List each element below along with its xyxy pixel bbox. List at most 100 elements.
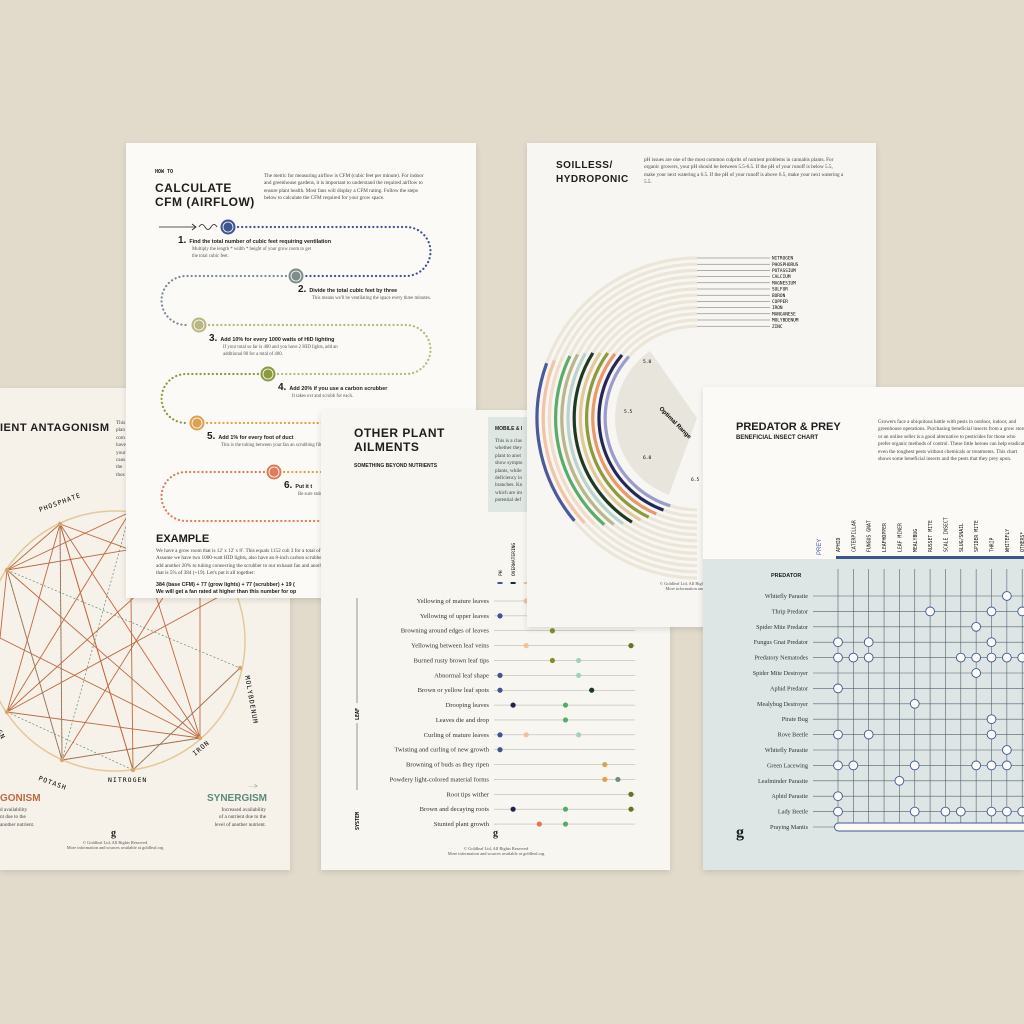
ailment-dot (510, 702, 516, 708)
footer: © Goldleaf Ltd, All Rights Reserved More … (50, 840, 180, 850)
sidebar-line: which are im (495, 489, 523, 496)
ailment-dot (615, 776, 621, 783)
step-description: It takes ext and scrubb for each. (292, 394, 354, 399)
arrow-head-icon (191, 223, 197, 231)
nutrient-node (130, 767, 136, 773)
prey-label: WHITEFLY (1005, 529, 1011, 552)
chart-background (703, 559, 1024, 870)
ailment-dot (523, 732, 529, 738)
title-line: OTHER PLANT (354, 426, 445, 440)
predator-label: Lady Beetle (778, 809, 808, 816)
step-title-text: Add 20% if you use a carbon scrubber (289, 386, 388, 392)
title-line: HYDROPONIC (556, 174, 629, 185)
intro-line: the (116, 464, 123, 471)
antagonism-edge (6, 569, 201, 739)
footer: © Goldleaf Ltd, All Rights Reserved More … (627, 581, 757, 591)
prey-label: FUNGUS GNAT (867, 520, 873, 552)
prey-match-dot (1017, 652, 1024, 663)
goldleaf-logo: g (493, 828, 498, 839)
intro-line: This (116, 420, 126, 426)
cfm-step: 4. Add 20% if you use a carbon scrubber It… (278, 382, 463, 400)
legend-line: Increased availability (221, 807, 266, 813)
step-number: 1. (178, 235, 187, 246)
step-number: 3. (209, 333, 218, 344)
predator-label: Thrip Predator (772, 608, 808, 615)
prey-label: THRIP (990, 537, 996, 552)
footer-line: © Goldleaf Ltd, All Rights Reserved (82, 840, 148, 845)
optimal-range-area (615, 350, 697, 496)
nutrient-label: MANGANESE (772, 311, 796, 317)
ailment-dot (536, 821, 542, 827)
ph-label: 6.5 (691, 477, 700, 483)
all-prey-bar (834, 822, 1024, 832)
sidebar-line: plant to anot (495, 452, 521, 459)
nutrient-label: NITROGEN (108, 776, 147, 784)
predator-label: Fungus Gnat Predator (754, 639, 808, 646)
predator-label: Rove Beetle (778, 732, 809, 739)
ailment-dot (576, 672, 582, 678)
ailment-label: Browning around edges of leaves (401, 628, 490, 635)
antagonism-edge (6, 511, 131, 571)
prey-match-dot (971, 668, 982, 678)
predator-label: Whitefly Parasite (765, 747, 808, 754)
prey-label: APHID (836, 537, 842, 552)
prey-match-dot (833, 806, 843, 817)
predator-label: Predatory Nematodes (755, 655, 809, 662)
synergism-edge (61, 737, 201, 761)
ph-label: 6.0 (643, 455, 652, 461)
prey-label: LEAF MINER (897, 523, 903, 552)
legend-antagonism-title: GONISM (0, 793, 41, 804)
poster-title: OTHER PLANT AILMENTS (354, 426, 445, 454)
cube-icon-ring (222, 221, 234, 233)
column-color-key (523, 582, 529, 584)
column-label: OVERWATERING (511, 543, 517, 576)
cfm-step: 3. Add 10% for every 1000 watts of HID li… (209, 333, 394, 358)
predator-label: Aphid Predator (770, 685, 808, 692)
ailment-dot (497, 672, 503, 678)
prey-match-dot (986, 760, 997, 771)
ailment-label: Stunted plant growth (434, 821, 490, 828)
ailment-label: Yellowing between leaf veins (411, 643, 489, 650)
ailment-dot (589, 687, 595, 693)
example-text: We have a grow room that is 12' x 12' x … (156, 548, 342, 577)
nutrient-label: PHOSPHORUS (772, 262, 799, 268)
prey-match-dot (1002, 760, 1012, 771)
poster-title: CALCULATE CFM (AIRFLOW) (155, 181, 255, 209)
nutrient-label: BORON (772, 293, 786, 299)
ailment-dot (628, 806, 634, 812)
step-title: 1. Find the total number of cubic feet re… (178, 235, 363, 246)
prey-match-dot (940, 806, 951, 817)
predator-label: Leafminder Parasite (758, 778, 808, 785)
poster-subtitle: SOMETHING BEYOND NUTRIENTS (354, 463, 438, 469)
ailment-dot (549, 628, 555, 634)
prey-match-dot (986, 729, 997, 740)
intro-line: have (116, 442, 126, 449)
prey-header: PREY (817, 539, 823, 555)
ailment-dot (562, 702, 569, 708)
nutrient-node (4, 709, 10, 715)
prey-match-dot (833, 683, 843, 694)
footer-line: © Goldleaf Ltd, All Rights Reserved (463, 846, 529, 851)
cfm-step: 6. Put it t Be sure rating h (284, 480, 469, 498)
prey-match-dot (863, 729, 874, 740)
sidebar-line: plants, while (495, 467, 522, 474)
example-conclusion: We will get a fan rated at higher than t… (156, 589, 297, 595)
title-line: CFM (AIRFLOW) (155, 195, 255, 209)
percent-icon-ring (193, 319, 205, 331)
predator-label: Spider Mite Predator (756, 624, 808, 631)
prey-label: RUSSET MITE (928, 520, 934, 552)
prey-match-dot (1002, 591, 1012, 601)
step-description: Multiply the length * width * height of … (192, 247, 312, 259)
poster-pretitle: HOW TO (155, 169, 174, 175)
dotted-path (207, 323, 432, 376)
footer-line: More information and sources available a… (66, 845, 164, 850)
intro-line: caus (116, 457, 126, 464)
step-title-text: Add 1% for every foot of duct (218, 435, 294, 441)
legend-line: another nutrient. (0, 821, 35, 828)
prey-match-dot (833, 729, 843, 740)
step-description: If your total so far is 400 and you have… (223, 345, 338, 357)
poster-title: PREDATOR & PREY (736, 421, 841, 433)
ailment-dot (523, 643, 529, 649)
nutrient-label: PHOSPHATE (38, 491, 82, 514)
group-label: LEAF (355, 708, 361, 720)
